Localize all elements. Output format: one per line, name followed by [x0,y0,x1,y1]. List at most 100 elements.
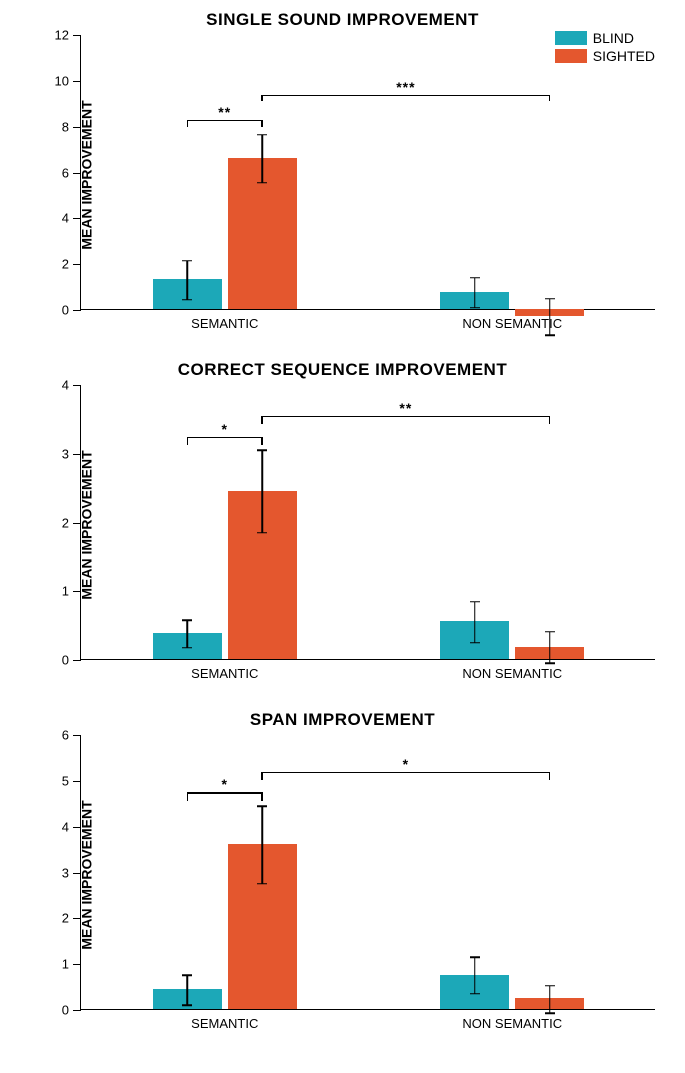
y-tick [73,35,81,36]
errorbar [261,806,263,884]
y-tick [73,264,81,265]
significance-bracket-drop [187,792,189,800]
errorbar-cap [545,298,555,300]
panel-title: SPAN IMPROVEMENT [10,710,675,730]
significance-bracket-drop [187,120,189,127]
y-tick [73,173,81,174]
significance-bracket-drop [549,95,551,102]
y-tick-label: 3 [62,446,69,461]
y-tick [73,218,81,219]
errorbar [474,602,476,643]
y-tick [73,964,81,965]
errorbar-cap [182,260,192,262]
significance-bracket-drop [549,416,551,424]
significance-bracket-drop [261,416,263,424]
errorbar-cap [545,985,555,987]
y-tick-label: 3 [62,865,69,880]
plot-area: 024681012SEMANTICNON SEMANTIC*****BLINDS… [80,35,655,310]
y-tick-label: 0 [62,1003,69,1018]
significance-bracket-drop [261,792,263,800]
y-tick-label: 2 [62,515,69,530]
errorbar-cap [182,619,192,621]
legend-label: SIGHTED [593,48,655,64]
y-tick [73,827,81,828]
y-tick-label: 1 [62,584,69,599]
errorbar-cap [257,883,267,885]
significance-label: ** [218,104,231,120]
plot-area: 0123456SEMANTICNON SEMANTIC** [80,735,655,1010]
x-category-label: SEMANTIC [191,316,258,331]
y-tick [73,1010,81,1011]
y-tick-label: 1 [62,957,69,972]
legend-swatch [555,31,587,45]
significance-bracket-drop [261,772,263,780]
errorbar [261,135,263,183]
errorbar [474,957,476,994]
significance-label: * [403,756,409,772]
significance-bracket [262,772,550,774]
significance-label: * [222,776,228,792]
significance-label: *** [396,79,415,95]
y-tick [73,385,81,386]
y-tick-label: 8 [62,119,69,134]
errorbar [187,975,189,1005]
y-tick-label: 4 [62,211,69,226]
x-category-label: SEMANTIC [191,1016,258,1031]
panel: SINGLE SOUND IMPROVEMENTMEAN IMPROVEMENT… [10,10,675,340]
errorbar-cap [470,993,480,995]
plot-area: 01234SEMANTICNON SEMANTIC*** [80,385,655,660]
errorbar [187,261,189,300]
y-tick-label: 4 [62,378,69,393]
y-tick-label: 2 [62,911,69,926]
significance-label: * [222,421,228,437]
legend-label: BLIND [593,30,634,46]
significance-bracket [262,95,550,97]
errorbar-cap [182,974,192,976]
errorbar-cap [545,1012,555,1014]
y-tick [73,873,81,874]
errorbar-cap [182,1005,192,1007]
errorbar-cap [257,182,267,184]
significance-label: ** [399,400,412,416]
y-tick-label: 2 [62,257,69,272]
panel: CORRECT SEQUENCE IMPROVEMENTMEAN IMPROVE… [10,360,675,690]
significance-bracket-drop [261,120,263,127]
errorbar-cap [545,663,555,665]
y-tick [73,591,81,592]
significance-bracket-drop [549,772,551,780]
x-category-label: NON SEMANTIC [462,1016,562,1031]
errorbar-cap [257,134,267,136]
significance-bracket-drop [261,437,263,445]
significance-bracket-drop [187,437,189,445]
y-tick [73,127,81,128]
errorbar [474,278,476,308]
y-tick-label: 6 [62,165,69,180]
y-tick [73,735,81,736]
y-tick-label: 4 [62,819,69,834]
errorbar-cap [470,642,480,644]
y-tick-label: 0 [62,303,69,318]
y-tick [73,454,81,455]
errorbar [549,632,551,664]
x-category-label: NON SEMANTIC [462,666,562,681]
y-tick-label: 5 [62,773,69,788]
significance-bracket [262,416,550,418]
y-tick [73,918,81,919]
y-tick-label: 10 [55,73,69,88]
errorbar [549,299,551,336]
y-tick [73,310,81,311]
y-tick [73,81,81,82]
legend-item: BLIND [555,30,655,46]
legend-swatch [555,49,587,63]
significance-bracket [187,120,262,122]
errorbar-cap [470,307,480,309]
errorbar-cap [182,647,192,649]
significance-bracket-drop [261,95,263,102]
y-tick [73,781,81,782]
significance-bracket [187,792,262,794]
y-tick-label: 6 [62,728,69,743]
legend: BLIND SIGHTED [555,30,655,66]
x-category-label: NON SEMANTIC [462,316,562,331]
y-tick-label: 12 [55,28,69,43]
legend-item: SIGHTED [555,48,655,64]
